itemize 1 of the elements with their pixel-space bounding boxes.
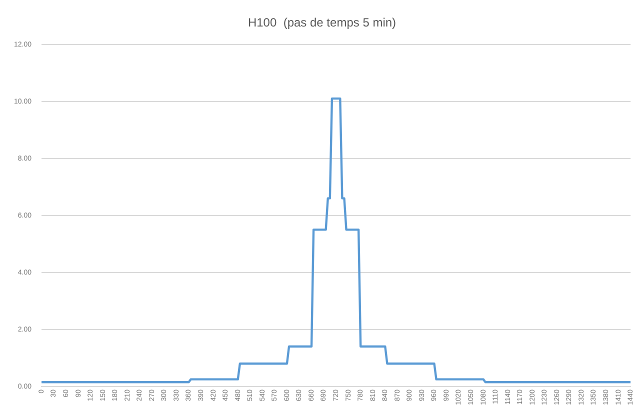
chart-title: H100 (pas de temps 5 min) <box>248 16 396 30</box>
